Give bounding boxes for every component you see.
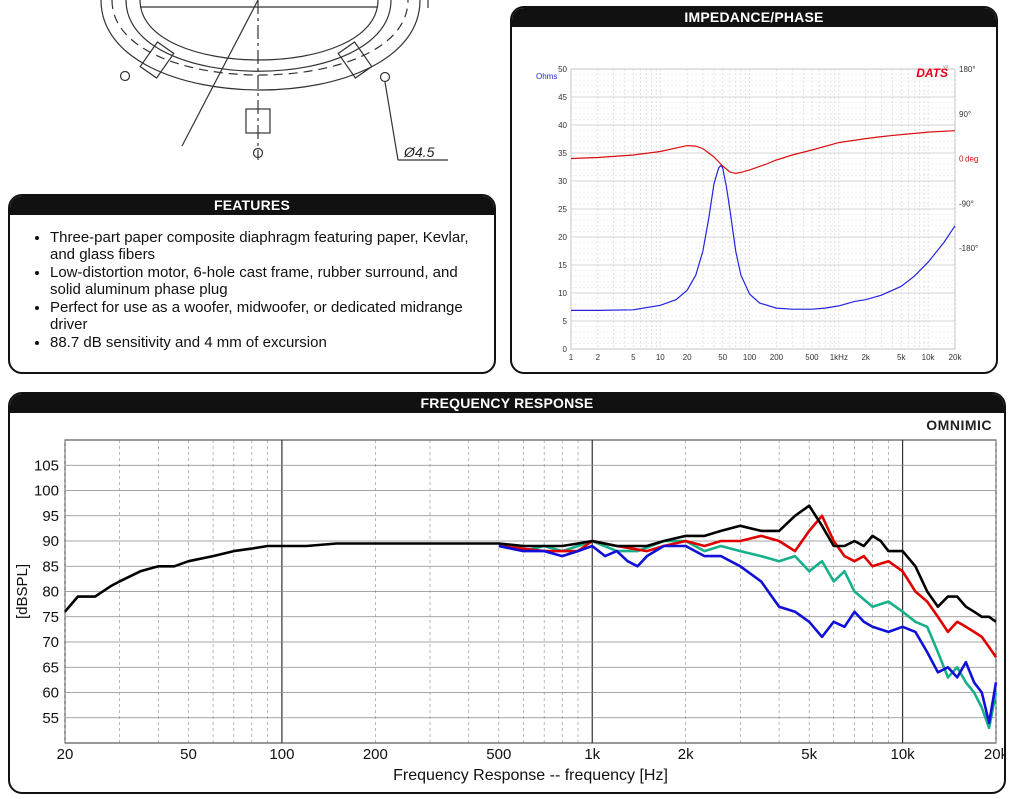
- impedance-y-tick-label: 10: [558, 289, 567, 298]
- impedance-y-tick-label: 5: [563, 317, 568, 326]
- feature-item: 88.7 dB sensitivity and 4 mm of excursio…: [50, 334, 494, 351]
- fr-y-tick-label: 70: [42, 634, 59, 651]
- frame-inner: [139, 0, 379, 61]
- speaker-mechanical-drawing: Ø4.5: [100, 0, 448, 161]
- phase-tick-label: 90°: [959, 110, 971, 119]
- impedance-curve: [571, 164, 956, 311]
- omnimic-logo: OMNIMIC: [926, 417, 992, 433]
- feature-item: Three-part paper composite diaphragm fea…: [50, 229, 494, 263]
- impedance-y-tick-label: 30: [558, 177, 567, 186]
- impedance-x-tick-label: 2: [596, 353, 601, 362]
- frequency-title: FREQUENCY RESPONSE: [10, 394, 1004, 413]
- fr-x-tick-label: 500: [486, 746, 511, 763]
- phase-curve: [570, 130, 956, 175]
- impedance-x-tick-label: 5: [631, 353, 636, 362]
- features-list: Three-part paper composite diaphragm fea…: [10, 229, 494, 351]
- mount-hole: [119, 70, 131, 82]
- impedance-x-tick-label: 500: [805, 353, 819, 362]
- bolt-circle: [111, 0, 409, 76]
- impedance-title: IMPEDANCE/PHASE: [512, 8, 996, 27]
- impedance-x-tick-label: 1: [569, 353, 574, 362]
- mount-hole: [379, 71, 391, 83]
- impedance-x-tick-label: 20k: [949, 353, 963, 362]
- impedance-y-tick-label: 0: [563, 345, 568, 354]
- fr-x-tick-label: 20k: [984, 746, 1004, 763]
- impedance-phase-panel: IMPEDANCE/PHASE 0 5 10 15 20 25 30 35 40 45 50 1 2 5 1…: [510, 6, 998, 374]
- impedance-y-tick-label: 15: [558, 261, 567, 270]
- frequency-response-panel: FREQUENCY RESPONSE 55 60 65 70 75 80 85 90 95 100…: [8, 392, 1006, 794]
- fr-y-axis-label: [dBSPL]: [14, 564, 31, 619]
- fr-x-tick-label: 2k: [678, 746, 694, 763]
- fr-curve: [498, 514, 998, 658]
- feature-item: Perfect for use as a woofer, midwoofer, …: [50, 299, 494, 333]
- frequency-response-chart: 55 60 65 70 75 80 85 90 95 100 105 20 50 100 200 500 1k 2…: [14, 417, 1004, 784]
- features-title: FEATURES: [10, 196, 494, 215]
- fr-x-tick-label: 50: [180, 746, 197, 763]
- impedance-x-tick-label: 50: [718, 353, 727, 362]
- phase-axis-label: deg: [965, 155, 978, 164]
- inner-rim: [125, 0, 392, 72]
- fr-y-tick-label: 75: [42, 609, 59, 626]
- fr-y-tick-label: 95: [42, 508, 59, 525]
- outer-rim: [100, 0, 421, 91]
- dats-logo: DATS: [916, 66, 948, 80]
- impedance-x-tick-label: 5k: [897, 353, 906, 362]
- phase-tick-label: 180°: [959, 65, 976, 74]
- fr-x-tick-label: 10k: [890, 746, 915, 763]
- fr-x-tick-label: 1k: [584, 746, 600, 763]
- impedance-x-tick-label: 10k: [922, 353, 936, 362]
- frame-lug: [139, 41, 175, 79]
- fr-curve: [64, 504, 997, 623]
- feature-item: Low-distortion motor, 6-hole cast frame,…: [50, 264, 494, 298]
- frame-lug: [245, 108, 271, 134]
- phase-tick-label: 0: [959, 155, 964, 164]
- impedance-y-tick-label: 35: [558, 149, 567, 158]
- features-panel: FEATURES Three-part paper composite diap…: [8, 194, 496, 374]
- fr-x-tick-label: 20: [57, 746, 74, 763]
- impedance-x-tick-label: 10: [656, 353, 665, 362]
- fr-y-tick-label: 85: [42, 558, 59, 575]
- impedance-x-tick-label: 100: [743, 353, 757, 362]
- fr-y-tick-label: 60: [42, 685, 59, 702]
- hole-size-label: Ø4.5: [403, 144, 435, 160]
- mount-hole: [252, 147, 264, 159]
- fr-y-tick-label: 55: [42, 710, 59, 727]
- phase-tick-label: -180°: [959, 244, 978, 253]
- impedance-x-tick-label: 1kHz: [830, 353, 848, 362]
- impedance-y-axis-label: Ohms: [536, 72, 557, 81]
- fr-x-tick-label: 5k: [801, 746, 817, 763]
- impedance-x-tick-label: 200: [770, 353, 784, 362]
- fr-x-tick-label: 200: [363, 746, 388, 763]
- impedance-y-tick-label: 50: [558, 65, 567, 74]
- leader-line: [181, 0, 259, 147]
- impedance-x-tick-label: 2k: [861, 353, 870, 362]
- dats-version: V3: [943, 64, 949, 69]
- fr-y-tick-label: 80: [42, 584, 59, 601]
- frame-lug: [337, 41, 373, 79]
- fr-y-tick-label: 65: [42, 659, 59, 676]
- fr-y-tick-label: 100: [34, 483, 59, 500]
- impedance-y-tick-label: 40: [558, 121, 567, 130]
- fr-y-tick-label: 90: [42, 533, 59, 550]
- fr-x-axis-label: Frequency Response -- frequency [Hz]: [393, 767, 668, 784]
- fr-curve: [498, 544, 998, 725]
- dimension-leader: [384, 81, 399, 161]
- impedance-y-tick-label: 45: [558, 93, 567, 102]
- impedance-y-tick-label: 20: [558, 233, 567, 242]
- phase-tick-label: -90°: [959, 199, 974, 208]
- impedance-y-tick-label: 25: [558, 205, 567, 214]
- fr-x-tick-label: 100: [269, 746, 294, 763]
- impedance-x-tick-label: 20: [683, 353, 692, 362]
- fr-y-tick-label: 105: [34, 457, 59, 474]
